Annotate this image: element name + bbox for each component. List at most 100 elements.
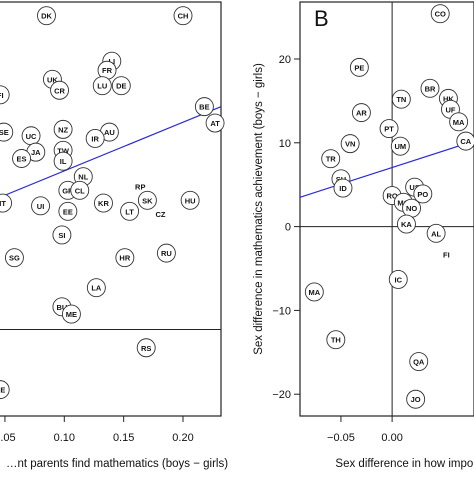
x-tick-label: 0.05 [0,432,16,444]
data-point-marker [94,193,113,213]
data-point-marker [333,178,353,198]
data-point-marker [456,131,474,151]
data-point-marker [137,190,157,210]
data-point-label: EE [63,207,73,216]
data-point-marker [70,180,90,200]
x-axis-label: …nt parents find mathematics (boys − gir… [6,458,228,470]
y-axis-label: Sex difference in mathematics achievemen… [253,63,265,355]
data-point-marker [4,248,24,268]
data-point-label: QA [413,358,425,367]
data-point-marker [37,6,56,26]
data-point-marker [86,278,106,298]
data-point-marker [426,223,446,243]
data-point-label: CH [178,12,189,21]
data-point-label: RO [386,192,397,201]
x-tick-label: 0.10 [54,432,75,444]
data-point-marker [406,389,426,409]
data-point-marker [180,190,200,210]
data-point-label: BR [425,84,436,93]
data-point-label: TN [396,95,406,104]
data-point-label: CO [435,10,446,19]
data-point-marker [0,380,10,400]
data-point-marker [340,134,360,154]
data-point-marker [92,76,112,96]
data-point-label: IT [0,199,6,208]
panel-b-letter: B [314,6,329,31]
data-point-label: PO [417,190,428,199]
data-point-marker [390,136,410,156]
data-point-marker [388,269,408,289]
data-point-label: HU [185,196,196,205]
data-point-label: ID [339,184,347,193]
data-point-label: AT [210,119,220,128]
data-point-label: UI [37,202,45,211]
y-tick-label: 0 [285,222,291,234]
data-point-label: HK [443,94,454,103]
data-point-label: LU [97,82,107,91]
data-point-marker [156,243,176,263]
data-point-marker [58,201,78,221]
x-tick-label: 0.00 [381,432,402,444]
y-tick-label: −20 [272,389,291,401]
x-tick-label: 0.20 [172,432,193,444]
data-point-marker [391,89,411,109]
data-point-label: RS [141,344,151,353]
data-point-marker [0,122,14,142]
data-point-label: DK [41,12,52,21]
data-point-marker [379,119,399,138]
data-point-marker [85,129,105,148]
y-tick-label: 20 [279,54,291,66]
data-point-label: AE [0,386,5,395]
data-point-marker [449,112,469,132]
data-point-marker [0,193,13,213]
data-point-label: MA [308,288,320,297]
data-point-label: UC [26,132,37,141]
data-point-label: NO [406,204,417,213]
data-point-marker [413,184,433,204]
data-point-marker [12,149,32,168]
data-point-marker [52,225,72,245]
y-tick-label: 10 [279,138,291,150]
data-point-marker [111,76,131,96]
data-point-label: ES [17,155,27,164]
data-point-label: LT [125,207,134,216]
data-point-marker [0,85,10,105]
data-point-marker [304,282,324,302]
data-point-label: MO [397,198,409,207]
panel-b: COPEBRHKUFMATNARPTVNUMCATRSHIDUSROMOPONO… [253,1,474,470]
data-point-marker [31,196,51,216]
data-point-label: GR [62,186,74,195]
data-point-marker [420,78,440,98]
data-point-marker [50,80,69,100]
data-point-label: CA [460,137,471,146]
x-axis-label: Sex difference in how importan… [335,458,474,470]
data-point-label: SG [9,254,20,263]
data-point-label: UF [445,105,455,114]
data-point-marker [326,330,346,350]
data-point-label: NZ [58,125,68,134]
data-point-label: US [409,183,419,192]
plot-frame [299,1,474,417]
data-point-marker [53,151,73,171]
x-tick-label: 0.15 [113,432,134,444]
data-point-label: HR [119,254,130,263]
data-point-label: RP [135,183,145,192]
data-point-label: RU [161,249,172,258]
plot-frame [0,1,222,417]
data-point-marker [430,4,450,24]
data-point-label: IL [60,157,67,166]
data-point-marker [120,201,140,221]
data-point-label: LA [91,284,102,293]
data-point-label: AU [104,128,115,137]
data-point-label: CL [75,186,85,195]
data-point-label: DE [116,82,126,91]
data-point-label: FI [0,91,4,100]
data-point-marker [194,97,214,117]
trend-line [299,140,474,198]
trend-line [0,106,222,198]
data-point-label: SI [58,231,65,240]
data-point-label: TW [57,146,70,155]
data-point-marker [61,304,81,324]
